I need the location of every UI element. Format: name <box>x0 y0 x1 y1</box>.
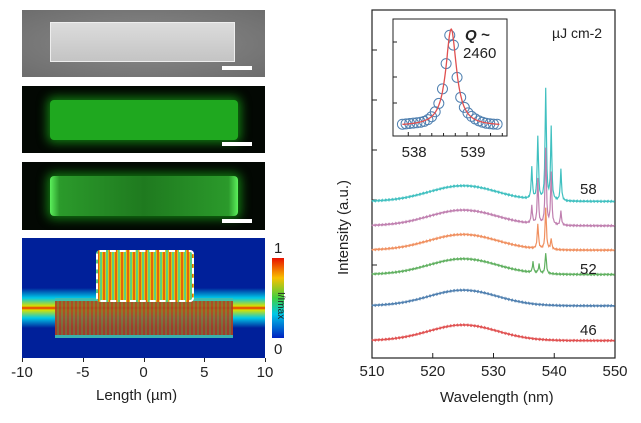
x-tick-label: 530 <box>480 363 507 380</box>
q-value: 2460 <box>463 45 497 62</box>
spectrum-series <box>371 322 615 343</box>
spectrum-series <box>371 207 615 253</box>
y-axis-label: Intensity (a.u.) <box>335 179 352 275</box>
spectrum-series <box>371 288 615 308</box>
inset-fit-line <box>402 28 500 126</box>
x-axis-label: Wavelength (nm) <box>440 389 554 406</box>
q-annotation: Q ~ <box>465 27 490 44</box>
colorbar-min: 0 <box>274 341 283 358</box>
spectrum-series <box>371 147 615 228</box>
sim-xlabel: Length (µm) <box>96 387 178 404</box>
inset-data-point <box>422 114 434 126</box>
colorbar-max: 1 <box>274 240 283 257</box>
nanorod <box>50 22 235 62</box>
x-tick-label: 540 <box>541 363 567 380</box>
zoom-inset <box>96 250 194 302</box>
x-tick-label: 550 <box>602 363 628 380</box>
scale-bar <box>222 66 252 70</box>
field-simulation <box>22 238 265 358</box>
sim-tick-label: -5 <box>76 364 90 381</box>
inset-data-point <box>433 97 445 109</box>
scale-bar <box>222 142 252 146</box>
inset-data-point <box>411 117 423 129</box>
sim-tick <box>22 358 23 362</box>
sim-tick-label: 10 <box>256 364 274 381</box>
scale-bar <box>222 219 252 223</box>
x-tick-label: 510 <box>359 363 385 380</box>
unit-label: µJ cm-2 <box>552 25 603 41</box>
sim-tick <box>82 358 84 362</box>
x-tick-label: 520 <box>420 363 446 380</box>
sim-tick-label: 5 <box>200 364 209 381</box>
sim-tick <box>143 358 145 362</box>
inset-data-point <box>462 107 474 119</box>
sim-tick <box>204 358 206 362</box>
inset-tick-label: 539 <box>460 144 486 161</box>
sim-tick <box>265 358 266 362</box>
sim-tick-label: 0 <box>139 364 148 381</box>
nanorod <box>50 176 238 216</box>
nanorod <box>50 100 238 140</box>
fluence-label: 46 <box>580 322 597 339</box>
lasing-image <box>22 162 265 230</box>
spectrum-series <box>371 87 615 204</box>
sem-image <box>22 10 265 77</box>
inset-data-point <box>458 101 470 113</box>
sim-tick-label: -10 <box>11 364 33 381</box>
colorbar <box>272 258 284 338</box>
fluence-label: 52 <box>580 261 597 278</box>
spectrum-series <box>371 253 615 277</box>
fluorescence-image <box>22 86 265 153</box>
inset-tick-label: 538 <box>401 144 427 161</box>
inset-data-point <box>444 29 456 41</box>
inset-frame <box>392 18 508 137</box>
fluence-label: 58 <box>580 181 597 198</box>
